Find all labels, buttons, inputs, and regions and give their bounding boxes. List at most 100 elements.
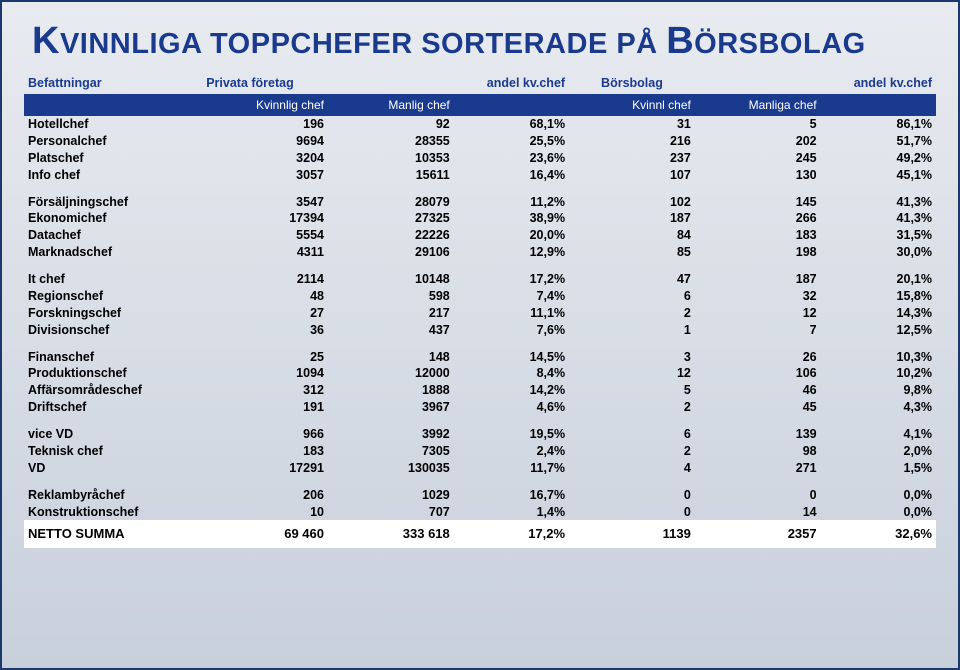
table-row: Teknisk chef18373052,4%2982,0%	[24, 443, 936, 460]
cell-bk: 2	[569, 305, 695, 322]
cell-pct: 4,6%	[454, 399, 569, 416]
f-bm: 2357	[695, 520, 821, 548]
cell-bpct: 45,1%	[821, 167, 936, 184]
cell-pos: It chef	[24, 271, 202, 288]
cell-kv: 48	[202, 288, 328, 305]
cell-bpct: 10,2%	[821, 365, 936, 382]
cell-bm: 46	[695, 382, 821, 399]
table-row: Divisionschef364377,6%1712,5%	[24, 322, 936, 339]
cell-bpct: 30,0%	[821, 244, 936, 261]
cell-bpct: 41,3%	[821, 194, 936, 211]
cell-bk: 3	[569, 349, 695, 366]
cell-kv: 36	[202, 322, 328, 339]
footer-row: NETTO SUMMA 69 460 333 618 17,2% 1139 23…	[24, 520, 936, 548]
cell-man: 598	[328, 288, 454, 305]
cell-bpct: 2,0%	[821, 443, 936, 460]
cell-pct: 11,2%	[454, 194, 569, 211]
cell-bk: 84	[569, 227, 695, 244]
cell-bm: 266	[695, 210, 821, 227]
cell-bk: 31	[569, 116, 695, 133]
cell-pos: Affärsområdeschef	[24, 382, 202, 399]
cell-bm: 7	[695, 322, 821, 339]
cell-bk: 1	[569, 322, 695, 339]
cell-pct: 2,4%	[454, 443, 569, 460]
cell-pct: 7,4%	[454, 288, 569, 305]
cell-pos: Ekonomichef	[24, 210, 202, 227]
cell-pct: 11,7%	[454, 460, 569, 477]
cell-pct: 25,5%	[454, 133, 569, 150]
cell-bm: 14	[695, 504, 821, 521]
cell-bk: 5	[569, 382, 695, 399]
sh-manlig: Manlig chef	[328, 94, 454, 116]
table-row: Affärsområdeschef312188814,2%5469,8%	[24, 382, 936, 399]
table-row: Info chef30571561116,4%10713045,1%	[24, 167, 936, 184]
table-row: Konstruktionschef107071,4%0140,0%	[24, 504, 936, 521]
cell-kv: 17394	[202, 210, 328, 227]
cell-man: 148	[328, 349, 454, 366]
table-row: Driftschef19139674,6%2454,3%	[24, 399, 936, 416]
cell-kv: 3057	[202, 167, 328, 184]
cell-bk: 6	[569, 426, 695, 443]
cell-man: 7305	[328, 443, 454, 460]
cell-bk: 102	[569, 194, 695, 211]
cell-bm: 12	[695, 305, 821, 322]
cell-bk: 0	[569, 504, 695, 521]
header-row-top: Befattningar Privata företag andel kv.ch…	[24, 75, 936, 94]
cell-bk: 4	[569, 460, 695, 477]
cell-man: 3967	[328, 399, 454, 416]
cell-kv: 312	[202, 382, 328, 399]
cell-pct: 68,1%	[454, 116, 569, 133]
cell-bpct: 1,5%	[821, 460, 936, 477]
table-body: Hotellchef1969268,1%31586,1%Personalchef…	[24, 116, 936, 520]
sh-kvinnl: Kvinnl chef	[569, 94, 695, 116]
sh-blank3	[821, 94, 936, 116]
table-row: Ekonomichef173942732538,9%18726641,3%	[24, 210, 936, 227]
cell-kv: 3547	[202, 194, 328, 211]
table-container: Befattningar Privata företag andel kv.ch…	[2, 67, 958, 548]
cell-pos: Regionschef	[24, 288, 202, 305]
cell-man: 1888	[328, 382, 454, 399]
cell-bpct: 9,8%	[821, 382, 936, 399]
cell-pct: 14,5%	[454, 349, 569, 366]
cell-kv: 17291	[202, 460, 328, 477]
cell-man: 10353	[328, 150, 454, 167]
cell-pct: 16,7%	[454, 487, 569, 504]
cell-man: 15611	[328, 167, 454, 184]
spacer-row	[24, 339, 936, 349]
table-row: Produktionschef1094120008,4%1210610,2%	[24, 365, 936, 382]
cell-bm: 5	[695, 116, 821, 133]
cell-pct: 8,4%	[454, 365, 569, 382]
cell-pos: Info chef	[24, 167, 202, 184]
cell-bk: 216	[569, 133, 695, 150]
cell-kv: 3204	[202, 150, 328, 167]
cell-pos: Hotellchef	[24, 116, 202, 133]
cell-man: 29106	[328, 244, 454, 261]
cell-bpct: 15,8%	[821, 288, 936, 305]
cell-man: 22226	[328, 227, 454, 244]
cell-bpct: 0,0%	[821, 487, 936, 504]
cell-bk: 12	[569, 365, 695, 382]
cell-kv: 191	[202, 399, 328, 416]
cell-kv: 2114	[202, 271, 328, 288]
cell-bk: 2	[569, 399, 695, 416]
cell-bm: 198	[695, 244, 821, 261]
f-bpct: 32,6%	[821, 520, 936, 548]
header-row-sub: Kvinnlig chef Manlig chef Kvinnl chef Ma…	[24, 94, 936, 116]
cell-bpct: 12,5%	[821, 322, 936, 339]
spacer-row	[24, 416, 936, 426]
cell-bm: 145	[695, 194, 821, 211]
cell-bm: 32	[695, 288, 821, 305]
cell-man: 10148	[328, 271, 454, 288]
cell-bm: 26	[695, 349, 821, 366]
cell-pos: Marknadschef	[24, 244, 202, 261]
cell-pos: Finanschef	[24, 349, 202, 366]
h-andel2: andel kv.chef	[821, 75, 936, 94]
cell-man: 130035	[328, 460, 454, 477]
cell-bm: 130	[695, 167, 821, 184]
cell-pos: Driftschef	[24, 399, 202, 416]
cell-bm: 245	[695, 150, 821, 167]
sh-manliga: Manliga chef	[695, 94, 821, 116]
cell-bpct: 49,2%	[821, 150, 936, 167]
table-row: Datachef55542222620,0%8418331,5%	[24, 227, 936, 244]
cell-bpct: 41,3%	[821, 210, 936, 227]
